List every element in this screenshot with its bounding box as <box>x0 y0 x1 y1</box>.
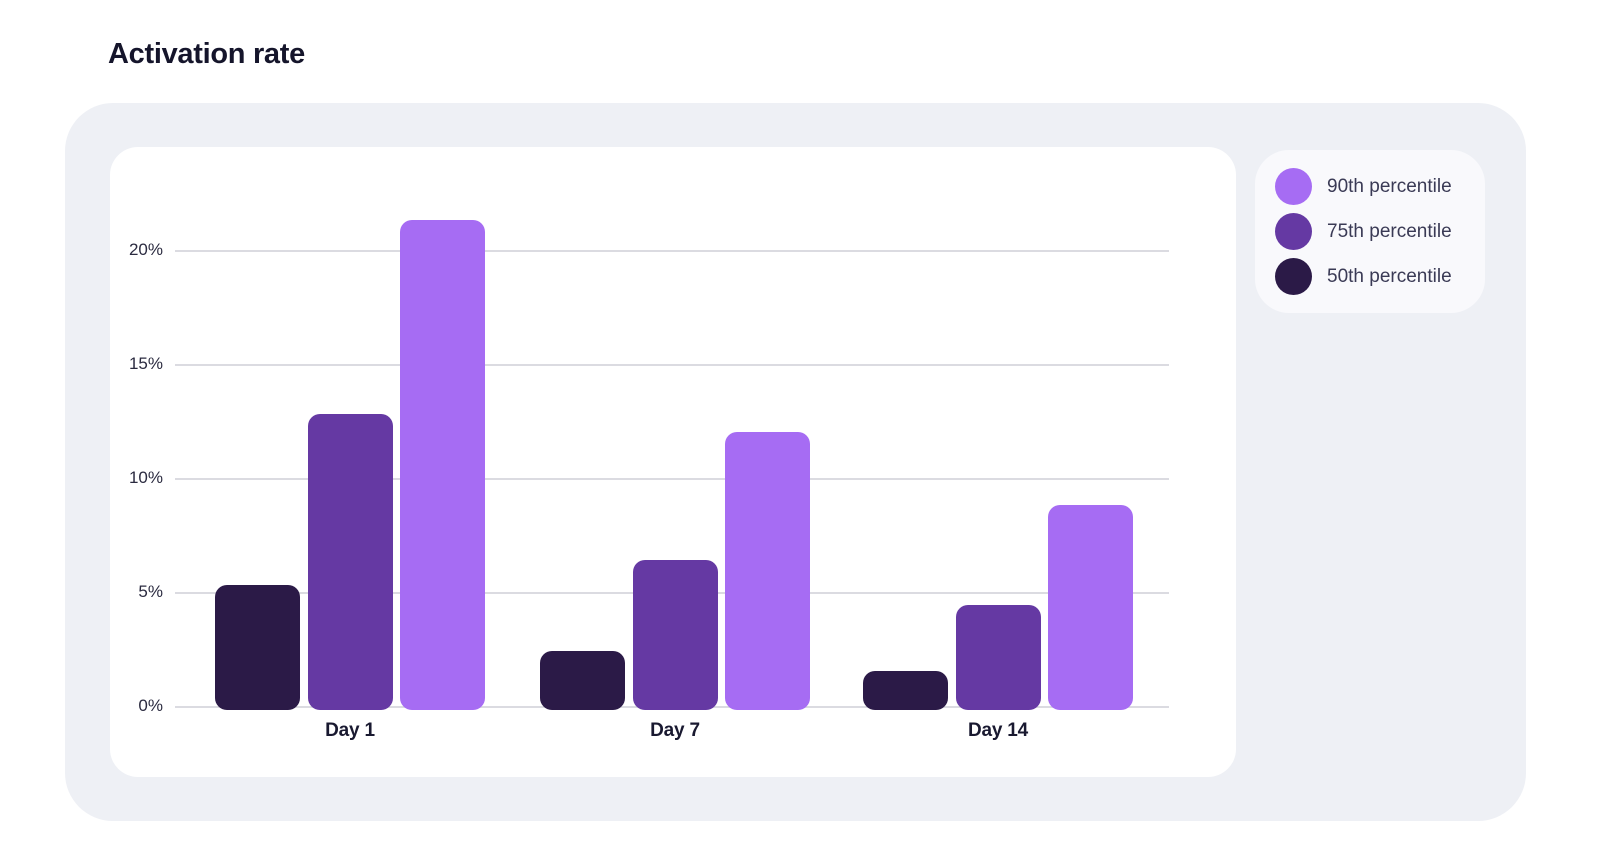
bar-day-1-90th-percentile <box>400 220 485 710</box>
bar-day-14-75th-percentile <box>955 605 1041 710</box>
legend-item-90th-percentile: 90th percentile <box>1275 164 1485 209</box>
gridline-15pct <box>175 364 1169 366</box>
page-title: Activation rate <box>108 38 305 70</box>
legend-label-90th-percentile: 90th percentile <box>1327 175 1452 197</box>
bar-day-1-50th-percentile <box>215 585 300 710</box>
bar-day-7-90th-percentile <box>725 432 810 710</box>
chart-legend: 90th percentile 75th percentile 50th perce… <box>1255 150 1485 313</box>
bar-day-7-75th-percentile <box>632 560 718 710</box>
legend-label-50th-percentile: 50th percentile <box>1327 265 1452 287</box>
legend-item-50th-percentile: 50th percentile <box>1275 254 1485 299</box>
bar-day-14-50th-percentile <box>863 671 948 710</box>
y-tick-15pct: 15% <box>128 354 163 373</box>
bar-day-1-75th-percentile <box>307 414 393 710</box>
chart-card: 20% 15% 10% 5% 0% Day 1 Day 7 Day 14 <box>110 147 1236 777</box>
x-label-day-7: Day 7 <box>650 720 700 741</box>
y-tick-20pct: 20% <box>128 240 163 259</box>
bar-day-14-90th-percentile <box>1048 505 1133 710</box>
gridline-10pct <box>175 478 1169 480</box>
legend-label-75th-percentile: 75th percentile <box>1327 220 1452 242</box>
bar-day-7-50th-percentile <box>540 651 625 710</box>
legend-item-75th-percentile: 75th percentile <box>1275 209 1485 254</box>
y-tick-10pct: 10% <box>128 468 163 487</box>
bar-chart: 20% 15% 10% 5% 0% Day 1 Day 7 Day 14 <box>129 147 1169 777</box>
legend-swatch-50th-percentile <box>1275 258 1312 295</box>
legend-swatch-90th-percentile <box>1275 168 1312 205</box>
y-tick-5pct: 5% <box>138 582 163 601</box>
legend-swatch-75th-percentile <box>1275 213 1312 250</box>
x-label-day-1: Day 1 <box>325 720 375 741</box>
gridline-20pct <box>175 250 1169 252</box>
x-label-day-14: Day 14 <box>967 720 1029 741</box>
y-tick-0pct: 0% <box>138 696 163 715</box>
chart-panel: 20% 15% 10% 5% 0% Day 1 Day 7 Day 14 90th perce… <box>65 103 1526 821</box>
